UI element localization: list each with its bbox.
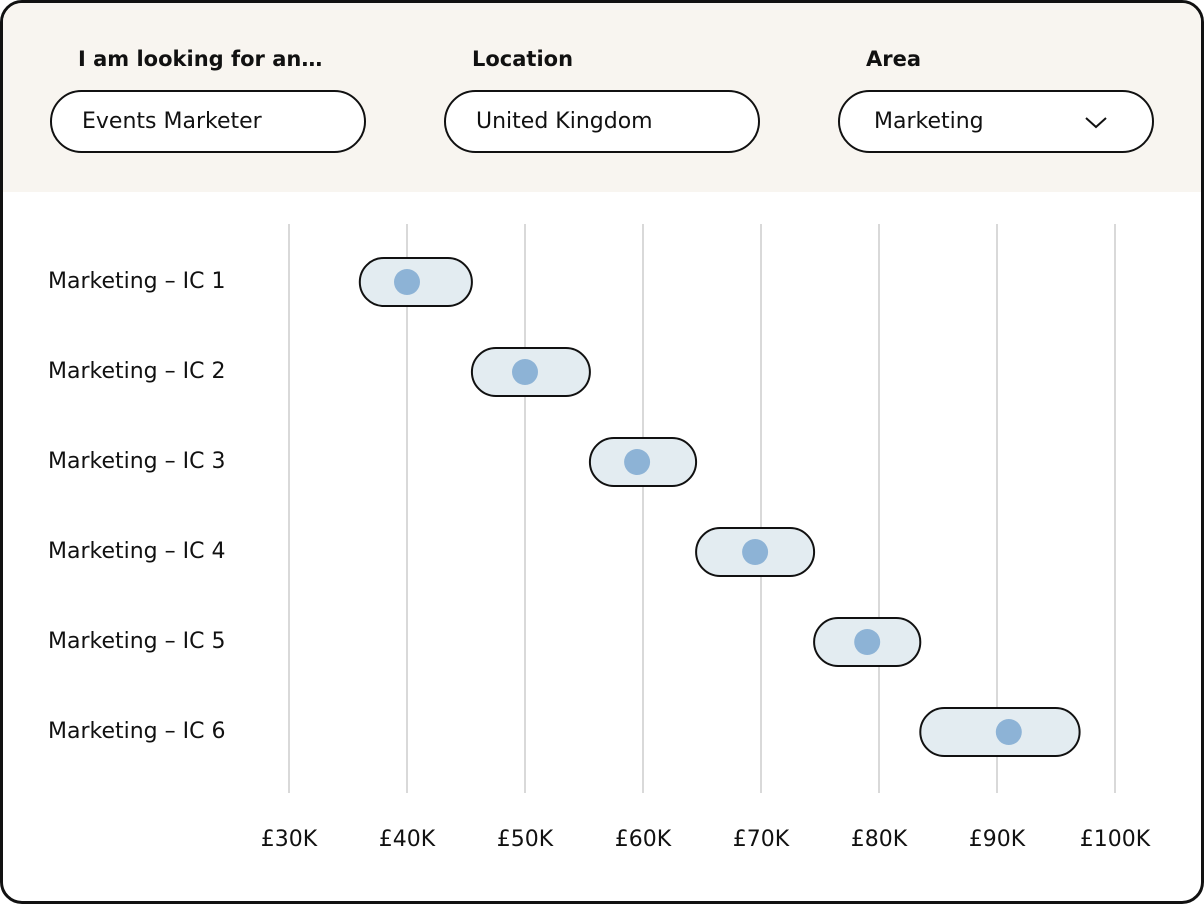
median-dot — [742, 539, 769, 565]
area-dropdown[interactable]: Marketing — [838, 90, 1154, 153]
role-input[interactable]: Events Marketer — [50, 90, 366, 153]
chevron-icon — [1085, 117, 1107, 129]
y-tick-label: Marketing – IC 4 — [48, 539, 225, 564]
x-tick-label: £40K — [379, 827, 436, 852]
x-tick-label: £90K — [969, 827, 1026, 852]
x-tick-label: £80K — [851, 827, 908, 852]
x-tick-label: £30K — [261, 827, 318, 852]
filter-label: Location — [472, 47, 574, 71]
dropdown-value: Marketing — [874, 109, 984, 134]
y-tick-label: Marketing – IC 5 — [48, 629, 225, 654]
median-dot — [854, 629, 881, 655]
location-input[interactable]: United Kingdom — [444, 90, 760, 153]
filter-label: Area — [866, 47, 922, 71]
x-tick-label: £70K — [733, 827, 790, 852]
filter-label: I am looking for an… — [78, 47, 323, 71]
x-tick-label: £50K — [497, 827, 554, 852]
median-dot — [512, 359, 538, 385]
median-dot — [394, 269, 420, 295]
median-dot — [995, 719, 1022, 745]
x-tick-label: £60K — [615, 827, 672, 852]
y-tick-label: Marketing – IC 2 — [48, 359, 225, 384]
median-dot — [624, 449, 651, 475]
filter-bar: I am looking for an… Events Marketer Loc… — [3, 3, 1201, 192]
y-tick-label: Marketing – IC 6 — [48, 719, 225, 744]
x-tick-label: £100K — [1080, 827, 1151, 852]
y-tick-label: Marketing – IC 3 — [48, 449, 225, 474]
y-tick-label: Marketing – IC 1 — [48, 269, 225, 294]
chart: £30K £40K £50K £60K £70K £80K £90K £100K Marketi… — [48, 224, 1151, 852]
